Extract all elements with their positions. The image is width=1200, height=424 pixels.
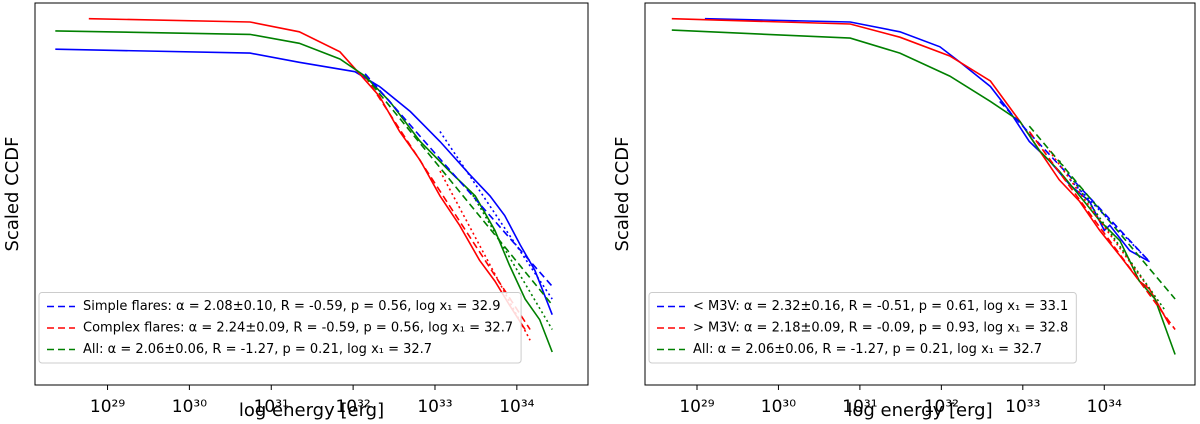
line-solid <box>704 17 1150 263</box>
line-dashed <box>364 75 531 330</box>
legend: Simple flares: α = 2.08±0.10, R = -0.59,… <box>38 292 522 364</box>
x-tick-label: 10³¹ <box>842 397 877 417</box>
panel: 10²⁹ 10³⁰ 10³¹ 10³² 10³³ 10³⁴ log energy [erg]… <box>612 2 1196 421</box>
x-tick-label: 10³⁰ <box>761 397 796 417</box>
line-solid <box>55 48 553 315</box>
x-tick-label: 10³² <box>924 397 959 417</box>
legend-label: Simple flares: α = 2.08±0.10, R = -0.59,… <box>83 299 500 314</box>
x-tick-label: 10³³ <box>417 397 452 417</box>
line-dashed <box>364 73 553 287</box>
plot-frame <box>34 2 589 386</box>
x-tick-label: 10³⁰ <box>172 397 207 417</box>
x-tick-label: 10³² <box>335 397 370 417</box>
line-dotted <box>1058 159 1166 311</box>
legend: < M3V: α = 2.32±0.16, R = -0.51, p = 0.6… <box>648 292 1077 364</box>
x-tick-label: 10³⁴ <box>1087 397 1122 417</box>
x-axis-label: log energy [erg] <box>847 400 992 421</box>
y-axis-label: Scaled CCDF <box>612 137 633 252</box>
line-dashed <box>364 75 553 306</box>
legend-box <box>38 292 522 364</box>
x-tick-label: 10³⁴ <box>499 397 534 417</box>
line-solid <box>671 29 1176 355</box>
line-solid <box>55 30 553 353</box>
plot-frame <box>644 2 1196 386</box>
line-dashed <box>999 100 1151 263</box>
y-axis-label: Scaled CCDF <box>2 137 23 252</box>
x-tick-label: 10²⁹ <box>679 397 714 417</box>
line-dashed <box>1028 131 1176 330</box>
line-solid <box>88 17 526 330</box>
x-tick-label: 10²⁹ <box>90 397 125 417</box>
legend-label: All: α = 2.06±0.06, R = -1.27, p = 0.21,… <box>693 342 1042 357</box>
legend-label: Complex flares: α = 2.24±0.09, R = -0.59… <box>83 321 513 336</box>
line-dotted <box>469 190 553 330</box>
panel: 10²⁹ 10³⁰ 10³¹ 10³² 10³³ 10³⁴ log energy [erg]… <box>2 2 589 421</box>
x-tick-label: 10³³ <box>1005 397 1040 417</box>
legend-label: < M3V: α = 2.32±0.16, R = -0.51, p = 0.6… <box>693 299 1068 314</box>
line-dotted <box>439 131 553 300</box>
legend-label: All: α = 2.06±0.06, R = -1.27, p = 0.21,… <box>83 342 432 357</box>
x-axis-label: log energy [erg] <box>239 400 384 421</box>
line-dotted <box>439 170 531 341</box>
legend-label: > M3V: α = 2.18±0.09, R = -0.09, p = 0.9… <box>693 321 1068 336</box>
line-dotted <box>1048 150 1151 290</box>
x-tick-label: 10³¹ <box>254 397 289 417</box>
legend-box <box>648 292 1077 364</box>
line-solid <box>671 17 1171 325</box>
line-dotted <box>1069 179 1151 263</box>
